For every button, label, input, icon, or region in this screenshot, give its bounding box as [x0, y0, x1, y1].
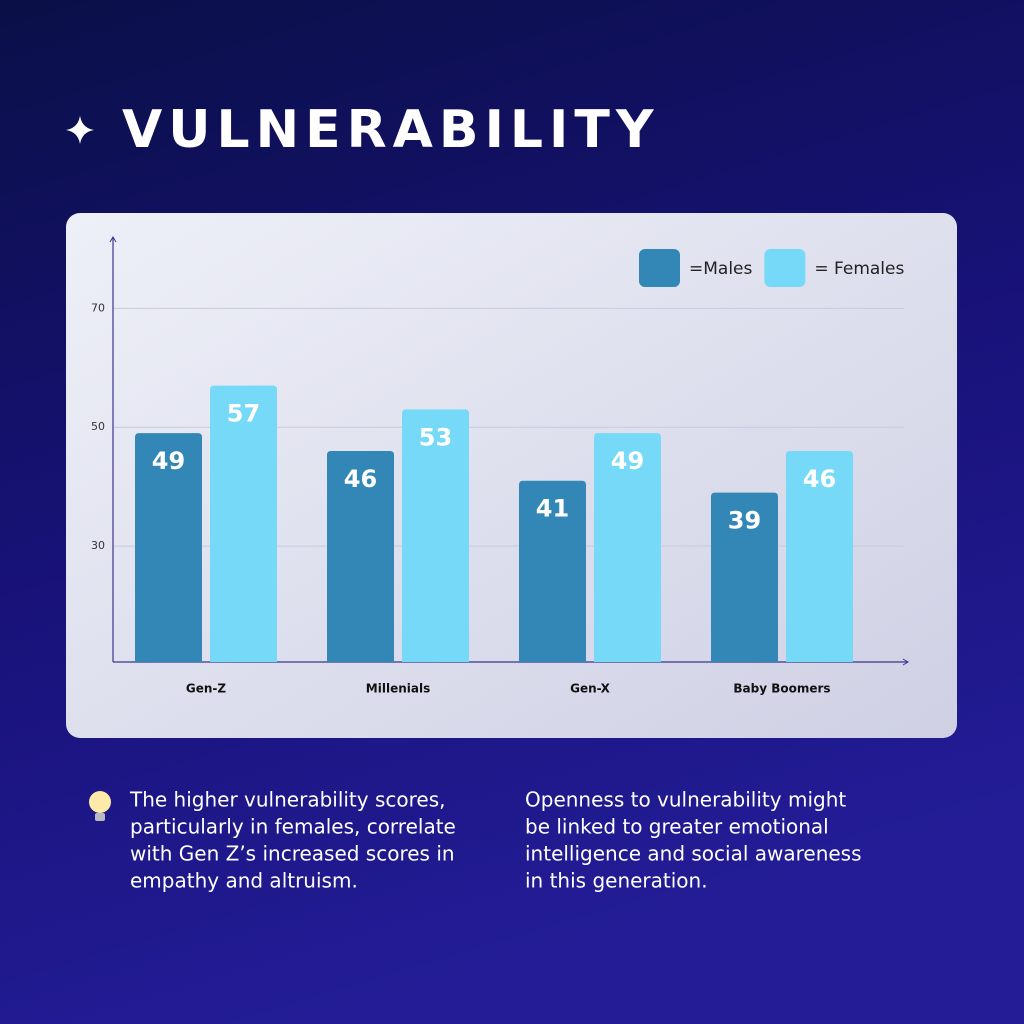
bar: [327, 451, 394, 662]
x-tick-label: Gen-Z: [186, 682, 227, 696]
value-label: 41: [536, 495, 569, 523]
bar: [402, 409, 469, 662]
x-axis-arrow: [902, 658, 909, 666]
note-line: The higher vulnerability scores,: [129, 788, 446, 812]
bar: [786, 451, 853, 662]
bar: [210, 385, 277, 662]
bar: [519, 480, 586, 662]
note-line: empathy and altruism.: [130, 869, 358, 893]
note-line: Openness to vulnerability might: [525, 788, 846, 812]
y-tick-label: 70: [91, 301, 105, 314]
x-tick-label: Gen-X: [570, 682, 611, 696]
note-line: particularly in females, correlate: [130, 815, 456, 839]
title: VULNERABILITY: [122, 100, 660, 160]
bar: [135, 433, 202, 662]
y-tick-label: 50: [91, 420, 105, 433]
y-tick-label: 30: [91, 539, 105, 552]
value-label: 46: [803, 465, 836, 493]
note-line: intelligence and social awareness: [525, 842, 862, 866]
value-label: 39: [728, 507, 761, 535]
value-label: 57: [227, 400, 260, 428]
value-label: 49: [152, 447, 185, 475]
value-label: 49: [611, 447, 644, 475]
y-axis-arrow: [109, 236, 117, 243]
note-line: in this generation.: [525, 869, 708, 893]
legend-swatch: [639, 249, 680, 287]
bar: [711, 492, 778, 662]
legend-label: = Females: [814, 259, 904, 279]
bulb-icon: [89, 791, 111, 821]
value-label: 46: [344, 465, 377, 493]
notes: The higher vulnerability scores, particul…: [129, 788, 862, 893]
legend-swatch: [764, 249, 806, 287]
note-line: be linked to greater emotional: [525, 815, 829, 839]
sparkle-icon: [66, 116, 94, 144]
bar: [594, 433, 661, 662]
note-line: with Gen Z’s increased scores in: [130, 842, 455, 866]
x-tick-label: Baby Boomers: [733, 682, 830, 696]
legend-label: =Males: [689, 259, 753, 279]
plot: 30 50 70 Gen-Z 49 57 Millenials 46 53 Gen-X 41 49 Ba…: [91, 236, 909, 696]
x-tick-label: Millenials: [366, 682, 430, 696]
value-label: 53: [419, 423, 452, 451]
